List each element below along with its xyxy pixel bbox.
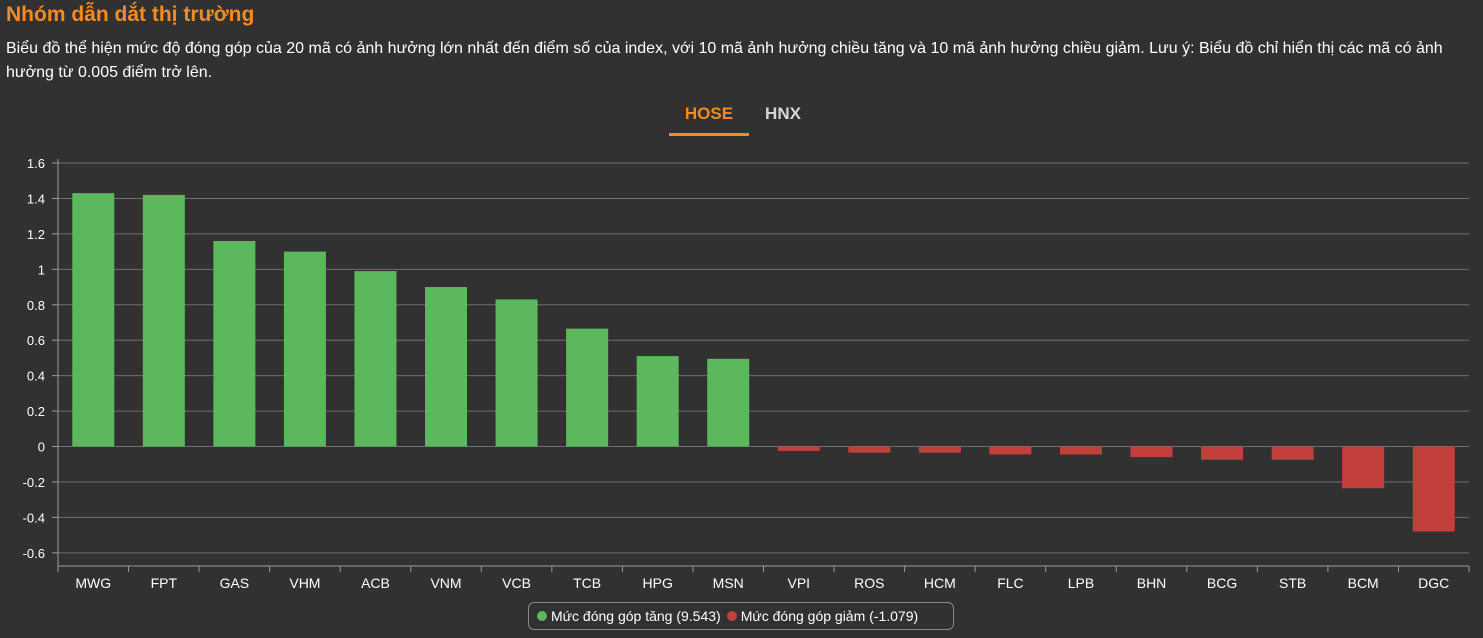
x-tick-label: BCM [1348,575,1379,591]
bar-lpb [1059,446,1102,455]
contribution-bar-chart: 1.6 1.4 1.2 1 0.8 0.6 0.4 0.2 0 -0.2 -0.4 -0.6 MWG FP… [23,156,1470,591]
bar-ros [848,446,891,453]
bar-vcb [495,299,538,447]
bar-gas [213,240,256,447]
legend-dot-decrease-icon [726,611,737,621]
x-tick-label: VPI [787,575,810,591]
x-tick-label: HCM [924,575,956,591]
bar-acb [354,271,397,447]
legend-dot-increase-icon [537,611,547,621]
x-tick-label: MWG [75,575,111,591]
bar-vnm [425,287,468,447]
x-tick-label: BHN [1137,575,1167,591]
bar-stb [1271,446,1314,460]
y-tick-label: -0.2 [23,475,45,490]
y-tick-label: 0.2 [27,404,45,419]
y-tick-label: 1.4 [27,191,45,206]
bar-vpi [777,446,820,451]
tab-hnx[interactable]: HNX [765,104,801,123]
y-tick-label: 1 [38,262,45,277]
bar-msn [707,358,750,447]
y-tick-label: 1.6 [27,156,45,171]
x-tick-label: ACB [361,575,390,591]
x-tick-label: VNM [430,575,461,591]
y-tick-label: 0 [38,440,45,455]
bar-bcg [1201,446,1244,460]
y-tick-label: 0.8 [27,298,45,313]
x-tick-label: VHM [289,575,320,591]
legend-label-decrease: Mức đóng góp giảm (-1.079) [740,608,919,624]
x-tick-label: FLC [997,575,1023,591]
exchange-tabs: HOSE HNX [669,100,817,136]
bar-bhn [1130,446,1173,458]
bar-tcb [566,328,609,447]
y-tick-label: 0.4 [27,369,45,384]
legend-label-increase: Mức đóng góp tăng (9.543) [551,608,721,624]
x-tick-label: GAS [220,575,250,591]
x-tick-label: DGC [1418,575,1449,591]
page-title: Nhóm dẫn dắt thị trường [6,3,255,26]
tab-hose[interactable]: HOSE [669,100,749,136]
x-tick-label: HPG [643,575,673,591]
chart-legend: Mức đóng góp tăng (9.543) Mức đóng góp g… [528,602,954,630]
bar-fpt [142,194,185,447]
bar-mwg [72,193,115,447]
bar-bcm [1342,446,1385,489]
x-tick-label: STB [1279,575,1306,591]
y-tick-label: 1.2 [27,227,45,242]
x-tick-label: MSN [713,575,744,591]
x-tick-label: FPT [151,575,178,591]
chart-description: Biểu đồ thể hiện mức độ đóng góp của 20 … [6,40,1443,81]
y-tick-label: -0.4 [23,510,45,525]
x-tick-label: LPB [1068,575,1094,591]
bar-vhm [283,251,326,447]
bar-hcm [918,446,961,453]
x-tick-label: BCG [1207,575,1237,591]
legend-item-decrease[interactable]: Mức đóng góp giảm (-1.079) [726,608,919,624]
x-tick-label: VCB [502,575,531,591]
bar-dgc [1412,446,1455,532]
y-tick-label: -0.6 [23,546,45,561]
legend-item-increase[interactable]: Mức đóng góp tăng (9.543) [537,608,721,624]
bar-hpg [636,356,679,447]
y-tick-label: 0.6 [27,333,45,348]
x-tick-label: TCB [573,575,601,591]
bar-flc [989,446,1032,455]
x-tick-label: ROS [854,575,884,591]
